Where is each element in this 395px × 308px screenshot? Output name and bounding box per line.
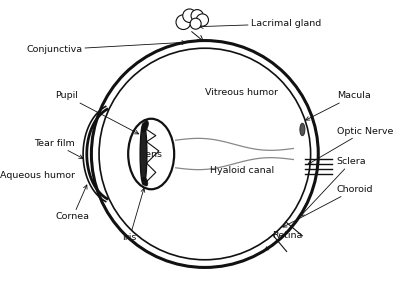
Circle shape (190, 18, 201, 29)
Text: Vitreous humor: Vitreous humor (205, 88, 278, 97)
Circle shape (183, 9, 196, 22)
Text: Iris: Iris (122, 188, 145, 242)
Circle shape (191, 10, 203, 22)
Circle shape (176, 15, 191, 30)
Text: Cornea: Cornea (56, 185, 90, 221)
Text: Macula: Macula (306, 91, 371, 120)
Text: Optic Nerve: Optic Nerve (308, 127, 393, 164)
Ellipse shape (142, 120, 149, 132)
Text: Lacrimal gland: Lacrimal gland (199, 19, 321, 28)
Text: Lens: Lens (140, 149, 162, 159)
Text: Pupil: Pupil (55, 91, 139, 134)
Circle shape (196, 14, 209, 26)
Text: Tear film: Tear film (34, 139, 83, 158)
Text: Aqueous humor: Aqueous humor (0, 171, 75, 180)
Ellipse shape (142, 177, 148, 186)
Text: Choroid: Choroid (283, 185, 373, 227)
Ellipse shape (300, 123, 305, 136)
Text: Sclera: Sclera (300, 157, 366, 216)
Text: Hyaloid canal: Hyaloid canal (210, 166, 274, 175)
Text: Retina: Retina (265, 231, 303, 250)
Text: Conjunctiva: Conjunctiva (26, 41, 186, 54)
Ellipse shape (140, 123, 147, 185)
